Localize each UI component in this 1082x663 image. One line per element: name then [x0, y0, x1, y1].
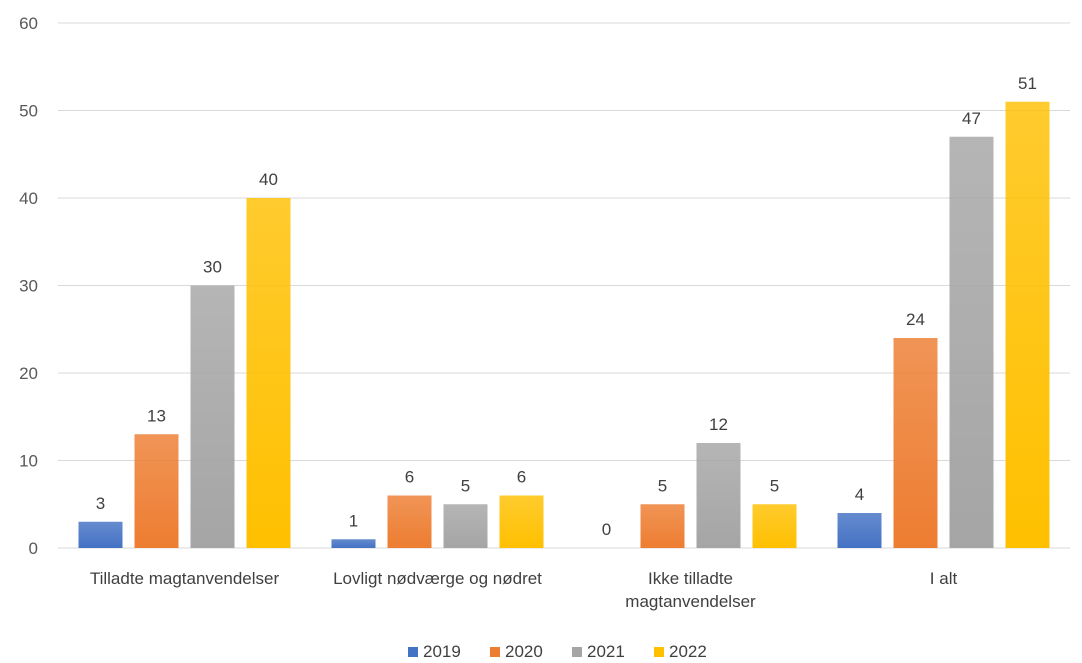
data-label: 5	[770, 476, 779, 495]
y-tick-label: 30	[19, 277, 38, 296]
bar-2022	[246, 198, 291, 548]
legend-label: 2019	[423, 642, 461, 661]
legend-swatch	[490, 647, 500, 657]
data-label: 1	[349, 511, 358, 530]
y-tick-label: 0	[29, 539, 38, 558]
legend-label: 2020	[505, 642, 543, 661]
x-category-label: Lovligt nødværge og nødret	[333, 569, 542, 588]
bar-2022	[499, 495, 544, 548]
y-tick-label: 20	[19, 364, 38, 383]
bar-2021	[443, 504, 488, 548]
bar-2021	[949, 136, 994, 548]
legend-label: 2021	[587, 642, 625, 661]
data-label: 51	[1018, 74, 1037, 93]
bar-2021	[190, 285, 235, 548]
data-label: 4	[855, 485, 864, 504]
data-label: 12	[709, 415, 728, 434]
data-label: 6	[405, 468, 414, 487]
legend: 2019 2020 2021 2022	[408, 642, 707, 661]
legend-swatch	[572, 647, 582, 657]
x-category-label: I alt	[930, 569, 958, 588]
data-label: 0	[602, 520, 611, 539]
bar-2022	[1005, 101, 1050, 548]
data-label: 5	[658, 476, 667, 495]
legend-swatch	[408, 647, 418, 657]
y-tick-label: 40	[19, 189, 38, 208]
data-labels: 3 13 30 40 1 6 5 6 0 5 12 5 4 24 47 51	[96, 74, 1037, 539]
data-label: 5	[461, 476, 470, 495]
bar-2022	[752, 504, 797, 548]
x-axis: Tilladte magtanvendelser Lovligt nødværge…	[90, 569, 958, 611]
data-label: 6	[517, 468, 526, 487]
x-category-label: Tilladte magtanvendelser	[90, 569, 280, 588]
y-tick-label: 10	[19, 452, 38, 471]
data-label: 13	[147, 406, 166, 425]
data-label: 24	[906, 310, 925, 329]
y-tick-label: 60	[19, 14, 38, 33]
bar-2021	[696, 443, 741, 548]
x-category-label: Ikke tilladte magtanvendelser	[625, 569, 756, 611]
bar-2020	[640, 504, 685, 548]
legend-label: 2022	[669, 642, 707, 661]
bar-2020	[134, 434, 179, 548]
y-tick-label: 50	[19, 102, 38, 121]
bar-2020	[387, 495, 432, 548]
data-label: 40	[259, 170, 278, 189]
bar-2020	[893, 338, 938, 548]
bar-2019	[78, 521, 123, 548]
y-axis: 0 10 20 30 40 50 60	[19, 14, 38, 558]
data-label: 47	[962, 109, 981, 128]
data-label: 3	[96, 494, 105, 513]
bar-2019	[331, 539, 376, 548]
bars	[78, 101, 1050, 548]
bar-2019	[837, 513, 882, 548]
data-label: 30	[203, 258, 222, 277]
legend-swatch	[654, 647, 664, 657]
